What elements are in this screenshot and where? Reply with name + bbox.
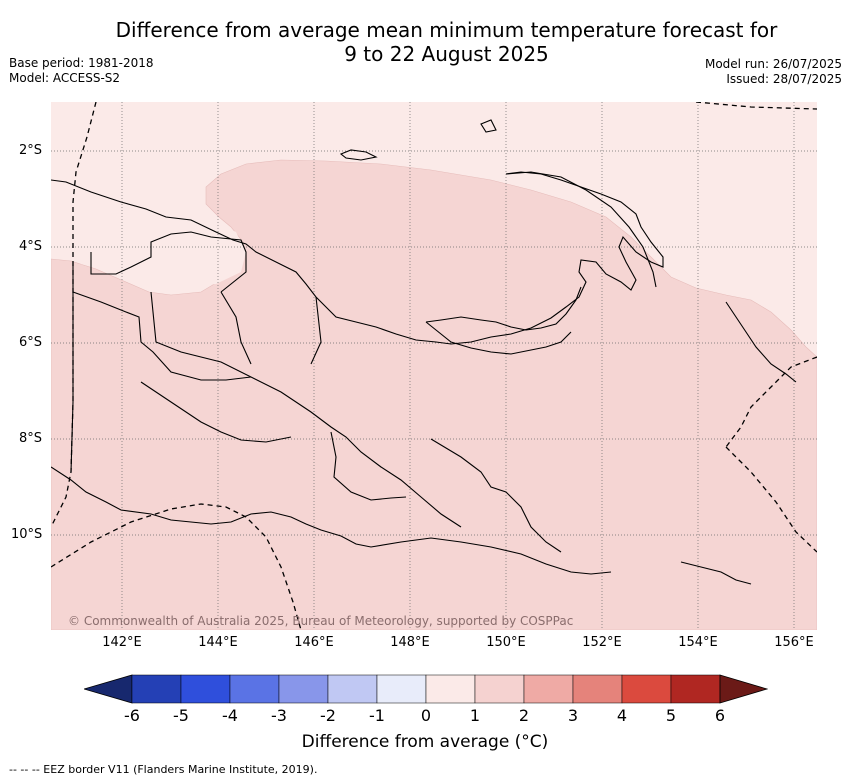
lon-label-142e: 142°E [102,635,142,650]
anomaly-region-1-2 [51,159,817,630]
lon-label-144e: 144°E [198,635,238,650]
colorbar-cell [327,674,378,704]
anomaly-island-0-1 [73,174,246,287]
lon-label-150e: 150°E [486,635,526,650]
colorbar-tick-label: 4 [616,706,628,725]
colorbar-tick-label: -3 [271,706,287,725]
colorbar-cells [84,674,768,704]
title-line-1: Difference from average mean minimum tem… [115,18,778,42]
colorbar-tick-label: -4 [222,706,238,725]
colorbar-tick-label: 6 [714,706,726,725]
coastlines [51,119,797,585]
colorbar-cell [572,674,623,704]
forecast-map [51,102,817,630]
lat-label-8s: 8°S [19,431,43,446]
lon-label-154e: 154°E [678,635,718,650]
lat-label-6s: 6°S [19,335,43,350]
model-name: Model: ACCESS-S2 [9,71,121,85]
lat-label-4s: 4°S [19,239,43,254]
base-period: Base period: 1981-2018 [9,56,154,70]
colorbar-tick-label: 1 [469,706,481,725]
colorbar-tick-label: 0 [420,706,432,725]
colorbar [84,674,768,704]
lon-label-152e: 152°E [582,635,622,650]
colorbar-cell [523,674,574,704]
gridlines [51,102,817,630]
lon-label-156e: 156°E [774,635,814,650]
colorbar-tick-label: -1 [369,706,385,725]
map-svg [51,102,817,630]
colorbar-arrow-low [84,674,133,704]
colorbar-cell [376,674,427,704]
colorbar-cell [131,674,182,704]
colorbar-cell [474,674,525,704]
colorbar-cell [425,674,476,704]
colorbar-label: Difference from average (°C) [301,732,549,752]
lat-label-2s: 2°S [19,143,43,158]
colorbar-cell [180,674,231,704]
lon-label-146e: 146°E [294,635,334,650]
colorbar-tick-label: 3 [567,706,579,725]
model-run: Model run: 26/07/2025 [704,57,842,71]
colorbar-cell [621,674,672,704]
colorbar-tick-label: -6 [124,706,140,725]
colorbar-tick-label: 2 [518,706,530,725]
lon-label-148e: 148°E [390,635,430,650]
meta-left: Base period: 1981-2018 Model: ACCESS-S2 [9,56,154,86]
map-title: Difference from average mean minimum tem… [0,18,850,66]
copyright-notice: © Commonwealth of Australia 2025, Bureau… [68,614,574,628]
title-line-2: 9 to 22 August 2025 [344,42,549,66]
colorbar-tick-label: -5 [173,706,189,725]
lat-label-10s: 10°S [11,527,43,542]
eez-footnote: -- -- -- EEZ border V11 (Flanders Marine… [9,763,318,776]
colorbar-cell [278,674,329,704]
colorbar-cell [670,674,721,704]
colorbar-tick-label: 5 [665,706,677,725]
colorbar-tick-label: -2 [320,706,336,725]
eez-borders [51,102,817,630]
colorbar-cell [229,674,280,704]
meta-right: Model run: 26/07/2025 Issued: 28/07/2025 [705,57,842,87]
colorbar-arrow-high [719,674,768,704]
issued-date: Issued: 28/07/2025 [726,72,842,86]
